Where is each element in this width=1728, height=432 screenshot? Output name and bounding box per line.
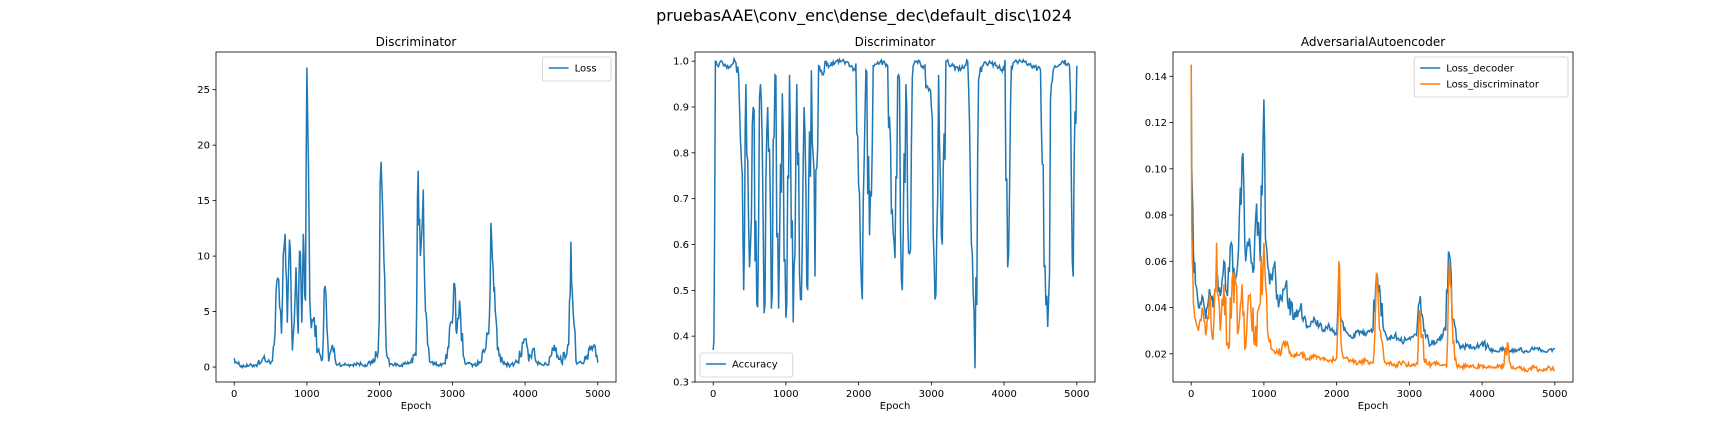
x-tick-label: 1000 [773, 389, 798, 400]
y-tick-label: 1.0 [673, 57, 689, 68]
chart-panel-1: 0 1000 2000 3000 4000 5000 0 5 10 15 20 25 Discrimin… [197, 35, 617, 412]
x-tick-label: 5000 [1064, 389, 1089, 400]
x-tick-label: 5000 [585, 389, 610, 400]
legend-box [542, 56, 612, 82]
chart-title: Discriminator [855, 35, 936, 49]
legend-label: Loss [575, 64, 597, 75]
x-tick-label: 1000 [294, 389, 319, 400]
y-tick-label: 0.5 [673, 286, 689, 297]
x-tick-label: 0 [1188, 389, 1194, 400]
plot-frame [215, 51, 617, 383]
x-axis-label: Epoch [1358, 401, 1389, 412]
y-tick-label: 0.4 [673, 332, 689, 343]
x-tick-label: 0 [231, 389, 237, 400]
legend-label: Loss_discriminator [1446, 80, 1540, 91]
series-line-accuracy [712, 56, 1078, 369]
y-tick-label: 0.6 [673, 240, 689, 251]
y-tick-label: 0.04 [1145, 303, 1167, 314]
chart-panel-3: 0 1000 2000 3000 4000 5000 0.02 0.04 0.06 0.08 0.1… [1145, 35, 1574, 412]
chart-title: Discriminator [376, 35, 457, 49]
x-tick-label: 2000 [1324, 389, 1349, 400]
y-tick-label: 0.3 [673, 378, 689, 389]
legend-box [699, 352, 794, 378]
x-tick-label: 4000 [1469, 389, 1494, 400]
x-axis-label: Epoch [880, 401, 911, 412]
legend-label: Loss_decoder [1446, 64, 1515, 75]
x-tick-label: 3000 [1397, 389, 1422, 400]
x-tick-label: 1000 [1251, 389, 1276, 400]
y-tick-label: 0.7 [673, 194, 689, 205]
y-tick-label: 0.06 [1145, 257, 1167, 268]
chart-title: AdversarialAutoencoder [1301, 35, 1445, 49]
y-tick-label: 0.08 [1145, 211, 1167, 222]
legend: Loss_decoder Loss_discriminator [1413, 56, 1569, 98]
x-tick-label: 5000 [1542, 389, 1567, 400]
chart-panel-2: 0 1000 2000 3000 4000 5000 0.3 0.4 0.5 0.6 0.7 0.8 0… [673, 35, 1096, 412]
x-tick-label: 3000 [440, 389, 465, 400]
x-tick-label: 2000 [367, 389, 392, 400]
legend-box [1413, 56, 1569, 98]
x-tick-label: 0 [710, 389, 716, 400]
legend: Loss [542, 56, 612, 82]
legend: Accuracy [699, 352, 794, 378]
series-line-loss-discriminator [1190, 64, 1556, 373]
y-tick-label: 0.02 [1145, 349, 1167, 360]
y-tick-label: 5 [204, 307, 210, 318]
y-tick-label: 0.10 [1145, 164, 1167, 175]
plot-frame [1172, 51, 1574, 383]
y-tick-label: 0.9 [673, 103, 689, 114]
x-tick-label: 4000 [991, 389, 1016, 400]
x-axis-label: Epoch [401, 401, 432, 412]
y-tick-label: 10 [197, 252, 210, 263]
x-tick-label: 2000 [846, 389, 871, 400]
y-tick-label: 25 [197, 85, 210, 96]
x-tick-label: 4000 [512, 389, 537, 400]
plot-frame [694, 51, 1096, 383]
figure-title: pruebasAAE\conv_enc\dense_dec\default_di… [656, 6, 1072, 26]
y-tick-label: 0.8 [673, 148, 689, 159]
series-line-loss [233, 67, 599, 370]
y-tick-label: 15 [197, 196, 210, 207]
y-tick-label: 20 [197, 141, 210, 152]
legend-label: Accuracy [732, 360, 778, 371]
x-tick-label: 3000 [919, 389, 944, 400]
series-line-loss-decoder [1190, 64, 1556, 355]
y-tick-label: 0.14 [1145, 72, 1167, 83]
y-tick-label: 0.12 [1145, 118, 1167, 129]
y-tick-label: 0 [204, 363, 210, 374]
